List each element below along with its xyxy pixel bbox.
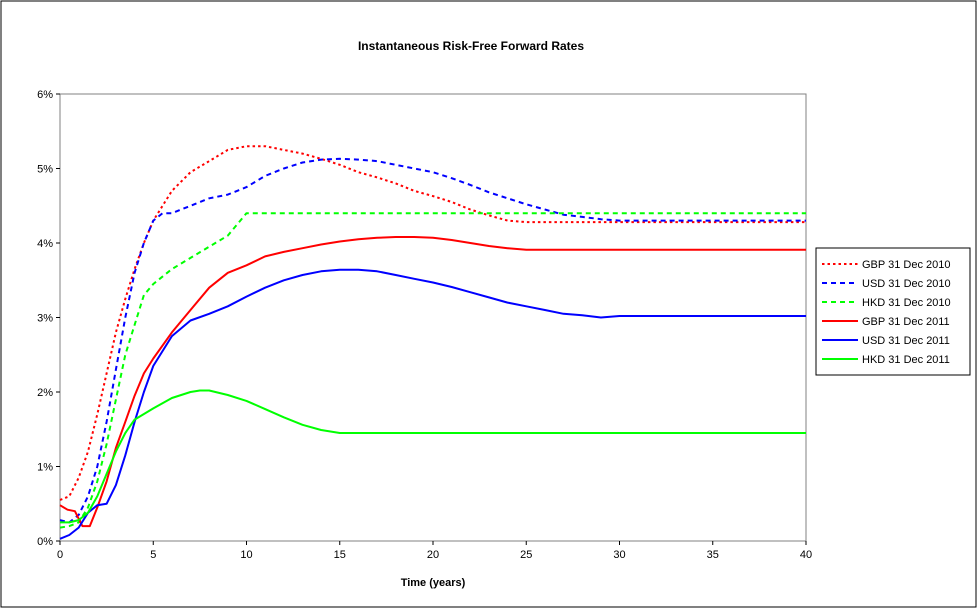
- x-tick-label: 5: [150, 549, 156, 561]
- series-line-hkd-31-dec-2011: [60, 389, 806, 524]
- legend-label: GBP 31 Dec 2011: [862, 316, 950, 328]
- legend-label: USD 31 Dec 2010: [862, 278, 951, 290]
- legend: GBP 31 Dec 2010 USD 31 Dec 2010 HKD 31 Dec…: [815, 247, 971, 376]
- y-tick-label: 2%: [37, 387, 53, 399]
- plot-area: [59, 93, 807, 542]
- y-tick-label: 5%: [37, 164, 53, 176]
- legend-label: HKD 31 Dec 2010: [862, 297, 951, 309]
- series-layer: [59, 145, 806, 540]
- x-tick-label: 30: [613, 549, 625, 561]
- y-tick-label: 1%: [37, 462, 53, 474]
- series-line-gbp-31-dec-2010: [59, 145, 806, 501]
- legend-label: HKD 31 Dec 2011: [862, 354, 950, 366]
- x-tick-label: 15: [334, 549, 346, 561]
- x-tick-label: 35: [707, 549, 719, 561]
- x-axis-title: Time (years): [401, 577, 466, 589]
- y-tick-label: 6%: [37, 89, 53, 101]
- series-line-usd-31-dec-2011: [59, 268, 806, 540]
- x-tick-label: 10: [240, 549, 252, 561]
- series-line-usd-31-dec-2010: [59, 157, 806, 524]
- legend-label: GBP 31 Dec 2010: [862, 259, 950, 271]
- legend-label: USD 31 Dec 2011: [862, 335, 950, 347]
- x-tick-label: 40: [800, 549, 812, 561]
- x-tick-label: 25: [520, 549, 532, 561]
- y-tick-label: 4%: [37, 238, 53, 250]
- series-line-hkd-31-dec-2010: [59, 212, 806, 529]
- legend-box: [815, 247, 971, 376]
- x-axis: 0 5 10 15 20 25 30 35 40: [57, 541, 812, 561]
- x-tick-label: 20: [427, 549, 439, 561]
- y-tick-label: 0%: [37, 536, 53, 548]
- y-axis: 0% 1% 2% 3% 4% 5% 6%: [37, 89, 60, 548]
- x-tick-label: 0: [57, 549, 63, 561]
- chart-title: Instantaneous Risk-Free Forward Rates: [358, 39, 584, 53]
- series-line-gbp-31-dec-2011: [59, 236, 806, 528]
- y-tick-label: 3%: [37, 313, 53, 325]
